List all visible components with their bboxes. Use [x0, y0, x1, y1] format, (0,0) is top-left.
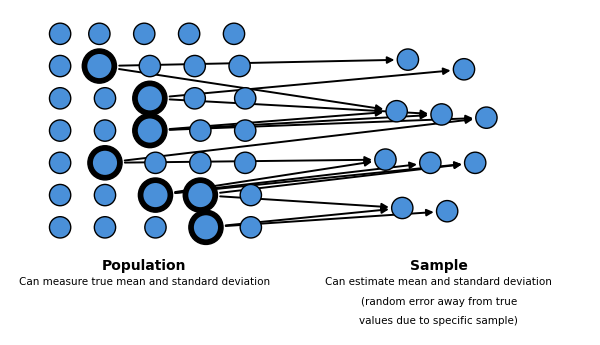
Circle shape	[419, 152, 441, 174]
Circle shape	[190, 120, 211, 141]
Circle shape	[86, 53, 112, 79]
Circle shape	[49, 23, 71, 45]
Circle shape	[145, 217, 166, 238]
Text: Sample: Sample	[410, 259, 467, 273]
Circle shape	[235, 120, 256, 141]
Circle shape	[190, 152, 211, 174]
Circle shape	[94, 185, 116, 206]
Circle shape	[223, 23, 245, 45]
Circle shape	[240, 217, 262, 238]
Circle shape	[183, 178, 217, 212]
Circle shape	[49, 88, 71, 109]
Circle shape	[137, 86, 163, 111]
Circle shape	[240, 185, 262, 206]
Text: values due to specific sample): values due to specific sample)	[359, 316, 518, 326]
Circle shape	[133, 81, 167, 116]
Circle shape	[235, 152, 256, 174]
Circle shape	[139, 56, 161, 77]
Circle shape	[49, 217, 71, 238]
Circle shape	[386, 101, 407, 122]
Circle shape	[139, 178, 173, 212]
Circle shape	[88, 146, 122, 180]
Circle shape	[94, 88, 116, 109]
Circle shape	[92, 150, 118, 176]
Text: Can measure true mean and standard deviation: Can measure true mean and standard devia…	[19, 277, 270, 287]
Circle shape	[178, 23, 200, 45]
Circle shape	[476, 107, 497, 128]
Circle shape	[49, 120, 71, 141]
Circle shape	[392, 197, 413, 219]
Circle shape	[375, 149, 396, 170]
Circle shape	[145, 152, 166, 174]
Circle shape	[143, 182, 169, 208]
Circle shape	[184, 56, 205, 77]
Circle shape	[235, 88, 256, 109]
Text: Population: Population	[102, 259, 187, 273]
Circle shape	[82, 49, 116, 83]
Circle shape	[229, 56, 250, 77]
Circle shape	[94, 120, 116, 141]
Circle shape	[89, 23, 110, 45]
Circle shape	[133, 114, 167, 148]
Circle shape	[49, 56, 71, 77]
Circle shape	[184, 88, 205, 109]
Circle shape	[437, 200, 458, 222]
Circle shape	[49, 152, 71, 174]
Circle shape	[49, 185, 71, 206]
Text: (random error away from true: (random error away from true	[361, 296, 517, 306]
Circle shape	[189, 210, 223, 244]
Circle shape	[187, 182, 213, 208]
Circle shape	[134, 23, 155, 45]
Text: Can estimate mean and standard deviation: Can estimate mean and standard deviation	[325, 277, 552, 287]
Circle shape	[464, 152, 486, 174]
Circle shape	[454, 59, 475, 80]
Circle shape	[94, 217, 116, 238]
Circle shape	[137, 118, 163, 144]
Circle shape	[397, 49, 419, 70]
Circle shape	[431, 104, 452, 125]
Circle shape	[193, 215, 219, 240]
